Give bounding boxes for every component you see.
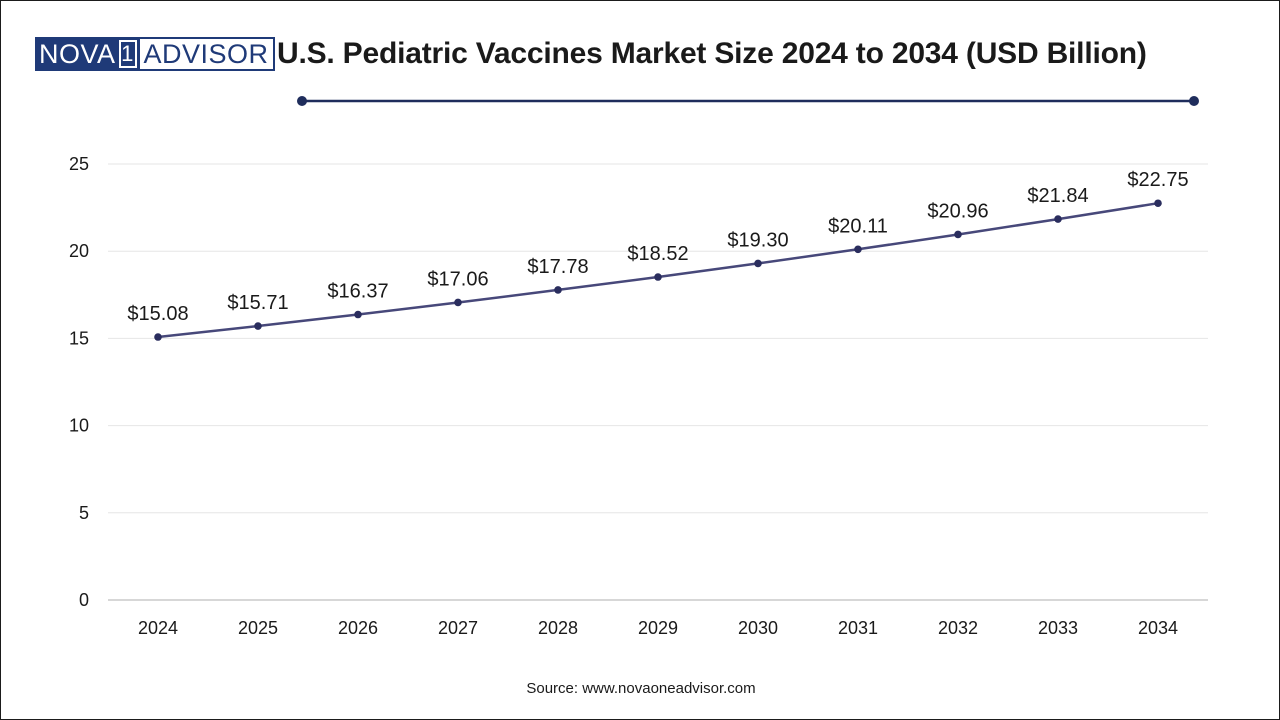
data-point-2030 [754,259,762,268]
x-tick-label-2027: 2027 [438,618,478,638]
x-tick-label-2033: 2033 [1038,618,1078,638]
logo-text-advisor: ADVISOR [139,37,275,71]
data-point-2027 [454,298,462,307]
chart-title: U.S. Pediatric Vaccines Market Size 2024… [277,37,1147,70]
data-label-2025: $15.71 [227,292,288,314]
data-point-2029 [654,273,662,281]
series-line-group [157,201,1159,339]
logo-left-block: NOVA 1 [35,37,140,71]
y-tick-label-5: 5 [79,503,89,523]
y-tick-label-20: 20 [69,241,89,261]
data-label-2028: $17.78 [527,256,588,278]
x-tick-label-2031: 2031 [838,618,878,638]
x-tick-label-2034: 2034 [1138,618,1178,638]
x-tick-label-2024: 2024 [138,618,178,638]
logo-text-nova: NOVA [39,39,116,69]
data-label-2032: $20.96 [927,200,988,222]
x-tick-label-2029: 2029 [638,618,678,638]
x-tick-label-2030: 2030 [738,618,778,638]
logo-text-one: 1 [118,40,137,68]
x-tick-label-2032: 2032 [938,618,978,638]
x-tick-label-2028: 2028 [538,618,578,638]
y-axis-tick-labels: 0 5 10 15 20 25 [69,154,89,610]
data-point-2026 [354,310,362,319]
y-tick-label-10: 10 [69,416,89,436]
data-label-2031: $20.11 [828,215,888,237]
gridlines [108,163,1208,601]
x-tick-label-2025: 2025 [238,618,278,638]
x-tick-label-2026: 2026 [338,618,378,638]
data-labels: $15.08 $15.71 $16.37 $17.06 $17.78 $18.52 $19.… [127,169,1188,325]
title-underline-left-dot [297,96,307,106]
data-label-2026: $16.37 [327,281,388,303]
title-underline-decoration [297,96,1199,106]
data-point-2024 [154,333,162,341]
y-tick-label-0: 0 [79,590,89,610]
data-label-2029: $18.52 [627,243,688,265]
data-label-2024: $15.08 [127,303,188,325]
data-point-2028 [554,286,562,294]
data-point-2033 [1054,215,1062,223]
data-label-2034: $22.75 [1127,169,1188,191]
series-line [157,201,1159,339]
nova-one-advisor-logo: NOVA 1 ADVISOR [35,37,275,71]
data-point-2025 [254,322,262,330]
y-tick-label-25: 25 [69,154,89,174]
data-point-2034 [1154,199,1162,208]
data-point-2031 [854,245,862,254]
data-point-2032 [954,230,962,239]
data-points [154,199,1162,341]
source-note: Source: www.novaoneadvisor.com [526,680,756,697]
y-tick-label-15: 15 [69,328,89,348]
data-label-2030: $19.30 [727,229,788,251]
title-underline-right-dot [1189,96,1199,106]
data-label-2033: $21.84 [1027,185,1088,207]
x-axis-tick-labels: 2024 2025 2026 2027 2028 2029 2030 2031 2032 2033… [138,618,1178,638]
data-label-2027: $17.06 [427,268,488,290]
